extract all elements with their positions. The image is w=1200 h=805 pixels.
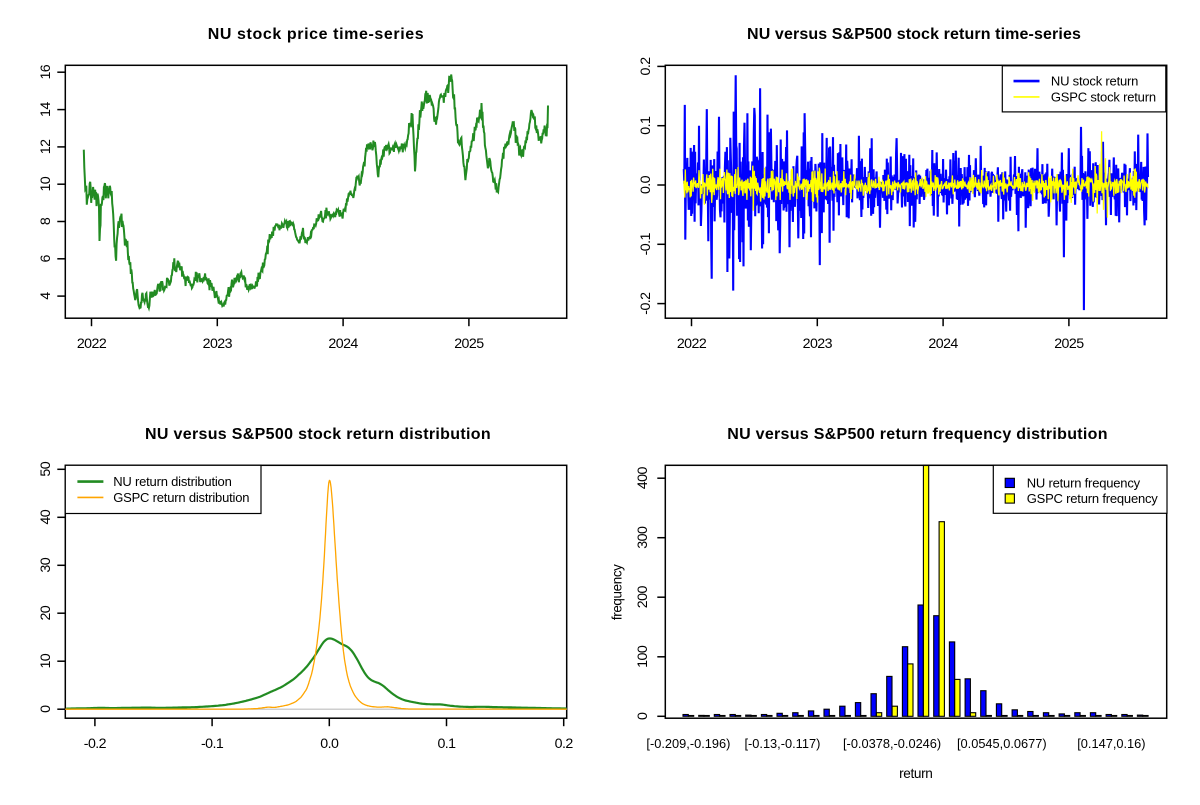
svg-text:2023: 2023 — [203, 336, 233, 352]
svg-text:NU stock return: NU stock return — [1051, 74, 1138, 89]
svg-text:0.2: 0.2 — [638, 57, 654, 76]
svg-text:[0.0545,0.0677): [0.0545,0.0677) — [957, 736, 1047, 751]
svg-text:100: 100 — [635, 645, 651, 668]
svg-text:16: 16 — [38, 64, 54, 79]
svg-text:NU versus S&P500 stock return: NU versus S&P500 stock return distributi… — [145, 426, 491, 443]
svg-text:-0.1: -0.1 — [638, 233, 654, 256]
svg-text:[-0.0378,-0.0246): [-0.0378,-0.0246) — [843, 736, 941, 751]
svg-text:-0.2: -0.2 — [638, 292, 654, 315]
svg-text:40: 40 — [38, 509, 54, 524]
svg-text:12: 12 — [38, 139, 54, 154]
svg-text:NU return distribution: NU return distribution — [113, 474, 231, 489]
svg-text:0: 0 — [38, 705, 54, 713]
svg-text:[-0.13,-0.117): [-0.13,-0.117) — [744, 736, 820, 751]
svg-text:frequency: frequency — [610, 564, 625, 620]
svg-text:400: 400 — [635, 467, 651, 490]
svg-text:0: 0 — [635, 712, 651, 720]
svg-text:50: 50 — [38, 461, 54, 476]
svg-text:4: 4 — [38, 292, 54, 300]
svg-text:[-0.209,-0.196): [-0.209,-0.196) — [646, 736, 730, 751]
svg-text:GSPC return distribution: GSPC return distribution — [113, 490, 249, 505]
svg-text:NU versus S&P500 return freque: NU versus S&P500 return frequency distri… — [727, 426, 1108, 443]
svg-text:NU stock price time-series: NU stock price time-series — [208, 26, 425, 43]
svg-text:2022: 2022 — [77, 336, 107, 352]
svg-text:300: 300 — [635, 526, 651, 549]
svg-text:-0.2: -0.2 — [84, 736, 107, 752]
svg-text:30: 30 — [38, 557, 54, 572]
svg-text:2022: 2022 — [677, 336, 707, 352]
svg-text:2024: 2024 — [928, 336, 958, 352]
svg-text:8: 8 — [38, 217, 54, 225]
svg-text:0.1: 0.1 — [638, 116, 654, 135]
svg-text:return: return — [899, 766, 932, 781]
svg-text:2024: 2024 — [328, 336, 358, 352]
svg-text:-0.1: -0.1 — [201, 736, 224, 752]
svg-text:2025: 2025 — [454, 336, 484, 352]
svg-text:0.0: 0.0 — [638, 175, 654, 194]
svg-text:2023: 2023 — [803, 336, 833, 352]
svg-text:20: 20 — [38, 605, 54, 620]
svg-text:10: 10 — [38, 653, 54, 668]
svg-text:[0.147,0.16): [0.147,0.16) — [1077, 736, 1145, 751]
svg-text:0.2: 0.2 — [555, 736, 574, 752]
svg-text:14: 14 — [38, 102, 54, 117]
svg-text:NU versus S&P500 stock return: NU versus S&P500 stock return time-serie… — [747, 26, 1081, 43]
svg-text:GSPC return frequency: GSPC return frequency — [1027, 491, 1159, 506]
svg-text:0.1: 0.1 — [437, 736, 456, 752]
svg-text:6: 6 — [38, 254, 54, 262]
svg-text:NU return frequency: NU return frequency — [1027, 475, 1141, 490]
svg-text:2025: 2025 — [1054, 336, 1084, 352]
svg-text:0.0: 0.0 — [320, 736, 339, 752]
svg-text:GSPC stock return: GSPC stock return — [1051, 89, 1156, 104]
svg-text:200: 200 — [635, 586, 651, 609]
svg-text:10: 10 — [38, 176, 54, 191]
